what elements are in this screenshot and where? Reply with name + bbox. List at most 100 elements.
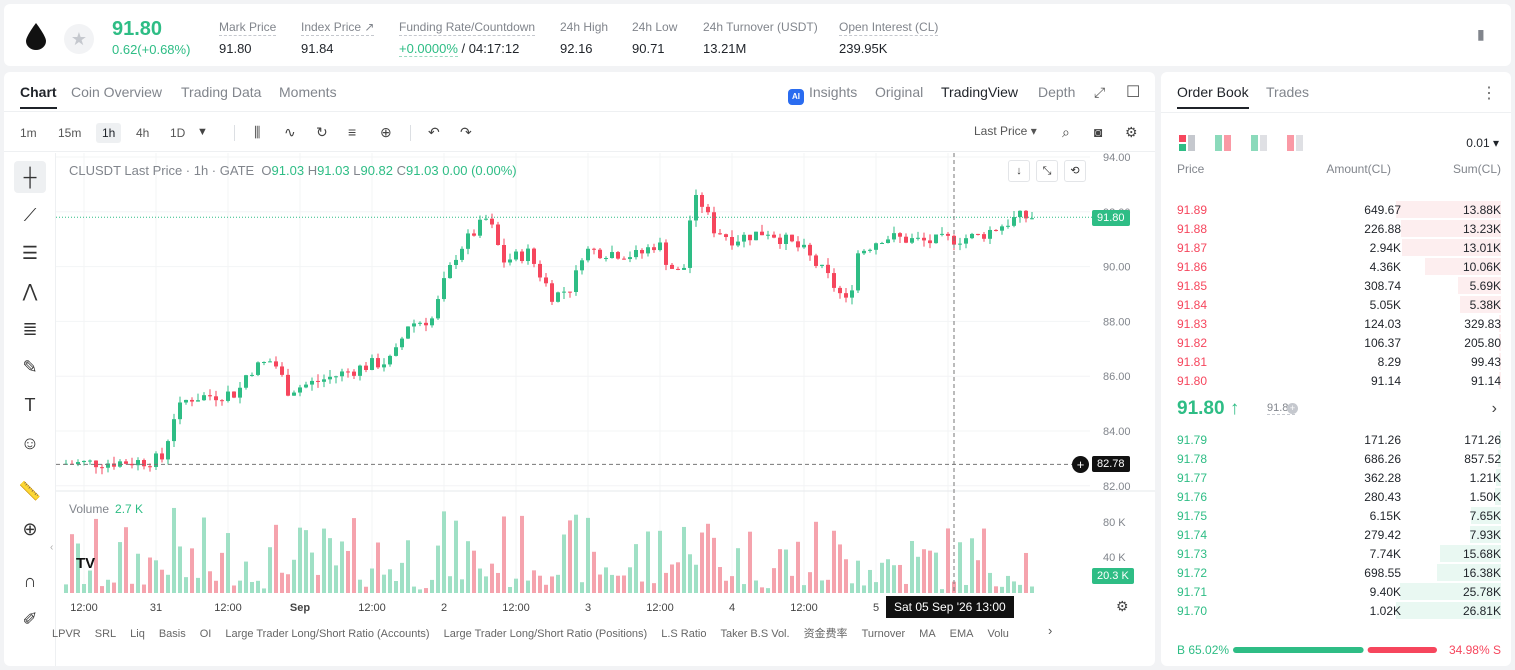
fib-tool-icon[interactable]: ≣ bbox=[22, 319, 38, 339]
book-icon[interactable]: ▮ bbox=[1477, 26, 1485, 42]
search-icon[interactable]: ⌕ bbox=[1062, 124, 1070, 140]
ask-row[interactable]: 91.83 124.03 329.83 bbox=[1161, 314, 1511, 333]
bid-row[interactable]: 91.74 279.42 7.93K bbox=[1161, 525, 1511, 544]
indicator-item[interactable]: EMA bbox=[949, 628, 974, 640]
toolbar-divider bbox=[410, 125, 411, 141]
ask-row[interactable]: 91.85 308.74 5.69K bbox=[1161, 276, 1511, 295]
tab-order-book[interactable]: Order Book bbox=[1177, 84, 1249, 109]
pencil-lock-icon[interactable]: ✐ bbox=[22, 609, 38, 629]
camera-icon[interactable]: ◙ bbox=[1094, 124, 1103, 140]
tab-original[interactable]: Original bbox=[875, 84, 924, 100]
bid-amount: 686.26 bbox=[1364, 452, 1401, 466]
indicator-item[interactable]: 资金费率 bbox=[803, 628, 848, 640]
ruler-tool-icon[interactable]: 📏 bbox=[18, 481, 42, 501]
collapse-icon[interactable]: ⤡ bbox=[1036, 160, 1058, 182]
trendline-tool-icon[interactable]: ⟋ bbox=[23, 205, 37, 225]
indicator-item[interactable]: OI bbox=[199, 628, 212, 640]
candles-icon[interactable]: ⫼ bbox=[254, 124, 261, 140]
indicators-icon[interactable]: ∿ bbox=[284, 124, 296, 140]
tab-coin-overview[interactable]: Coin Overview bbox=[71, 84, 163, 100]
view-bids-icon[interactable] bbox=[1251, 135, 1267, 151]
magnet-tool-icon[interactable]: ∩ bbox=[23, 571, 37, 591]
reset-icon[interactable]: ⟲ bbox=[1064, 160, 1086, 182]
undo-icon[interactable]: ↶ bbox=[428, 124, 440, 140]
bid-row[interactable]: 91.73 7.74K 15.68K bbox=[1161, 544, 1511, 563]
ask-row[interactable]: 91.84 5.05K 5.38K bbox=[1161, 295, 1511, 314]
bid-row[interactable]: 91.77 362.28 1.21K bbox=[1161, 468, 1511, 487]
stat-index-price[interactable]: Index Price ↗ 91.84 bbox=[301, 18, 375, 56]
interval-dropdown-icon[interactable]: ▼ bbox=[197, 126, 208, 138]
collapse-left-icon[interactable]: ‹ bbox=[50, 542, 54, 553]
interval-15m[interactable]: 15m bbox=[58, 126, 82, 140]
indicator-item[interactable]: LPVR bbox=[52, 628, 81, 640]
view-sells-icon[interactable] bbox=[1287, 135, 1303, 151]
interval-1m[interactable]: 1m bbox=[20, 126, 37, 140]
ask-row[interactable]: 91.87 2.94K 13.01K bbox=[1161, 238, 1511, 257]
indicator-item[interactable]: SRL bbox=[94, 628, 117, 640]
template-icon[interactable]: ≡ bbox=[348, 124, 357, 140]
indicator-item[interactable]: Volu bbox=[987, 628, 1009, 640]
indicator-item[interactable]: Large Trader Long/Short Ratio (Accounts) bbox=[225, 628, 430, 640]
add-alert-icon[interactable]: + bbox=[1072, 456, 1089, 473]
indicator-item[interactable]: Basis bbox=[158, 628, 186, 640]
tab-tradingview[interactable]: TradingView bbox=[941, 84, 1019, 100]
precision-select[interactable]: 0.01 ▾ bbox=[1466, 136, 1499, 150]
ask-row[interactable]: 91.89 649.67 13.88K bbox=[1161, 200, 1511, 219]
tab-trading-data[interactable]: Trading Data bbox=[181, 84, 262, 100]
settings-gear-icon[interactable]: ⚙ bbox=[1125, 124, 1138, 140]
bid-row[interactable]: 91.71 9.40K 25.78K bbox=[1161, 582, 1511, 601]
alert-icon[interactable]: ⊕ bbox=[380, 124, 392, 140]
ask-row[interactable]: 91.86 4.36K 10.06K bbox=[1161, 257, 1511, 276]
bid-row[interactable]: 91.75 6.15K 7.65K bbox=[1161, 506, 1511, 525]
text-tool-icon[interactable]: T bbox=[24, 395, 36, 415]
indicator-item[interactable]: Large Trader Long/Short Ratio (Positions… bbox=[443, 628, 648, 640]
favorite-star-icon[interactable]: ★ bbox=[64, 24, 94, 54]
view-both-icon[interactable] bbox=[1179, 135, 1195, 151]
pattern-tool-icon[interactable]: ⋀ bbox=[22, 281, 38, 301]
tab-insights[interactable]: AI Insights bbox=[788, 84, 857, 105]
interval-4h[interactable]: 4h bbox=[136, 126, 150, 140]
interval-1d[interactable]: 1D bbox=[170, 126, 186, 140]
more-options-icon[interactable]: ⋮ bbox=[1481, 85, 1497, 102]
indicator-item[interactable]: Taker B.S Vol. bbox=[720, 628, 790, 640]
crosshair-tool-icon[interactable]: ┼ bbox=[14, 161, 46, 193]
bid-row[interactable]: 91.79 171.26 171.26 bbox=[1161, 430, 1511, 449]
chevron-right-icon[interactable]: › bbox=[1491, 400, 1497, 417]
emoji-tool-icon[interactable]: ☺ bbox=[20, 433, 40, 453]
stat-mark-price[interactable]: Mark Price 91.80 bbox=[219, 18, 277, 56]
bid-row[interactable]: 91.72 698.55 16.38K bbox=[1161, 563, 1511, 582]
stat-open-interest[interactable]: Open Interest (CL) 239.95K bbox=[839, 18, 939, 56]
view-asks-icon[interactable] bbox=[1215, 135, 1231, 151]
price-type-select[interactable]: Last Price ▾ bbox=[974, 124, 1037, 138]
window-icon[interactable]: ☐ bbox=[1126, 84, 1141, 101]
tab-chart[interactable]: Chart bbox=[20, 84, 57, 109]
indicator-scroll-right-icon[interactable]: › bbox=[1048, 623, 1053, 638]
ask-row[interactable]: 91.81 8.29 99.43 bbox=[1161, 352, 1511, 371]
bid-row[interactable]: 91.78 686.26 857.52 bbox=[1161, 449, 1511, 468]
compare-icon[interactable]: ↻ bbox=[316, 124, 328, 140]
bid-row[interactable]: 91.70 1.02K 26.81K bbox=[1161, 601, 1511, 620]
stat-funding-rate[interactable]: Funding Rate/Countdown +0.0000% / 04:17:… bbox=[399, 18, 536, 57]
zoom-tool-icon[interactable]: ⊕ bbox=[22, 519, 38, 539]
ask-row[interactable]: 91.82 106.37 205.80 bbox=[1161, 333, 1511, 352]
candle-body bbox=[466, 233, 470, 249]
interval-1h[interactable]: 1h bbox=[96, 123, 122, 143]
brush-tool-icon[interactable]: ✎ bbox=[22, 357, 38, 377]
chart-settings-icon[interactable]: ⚙ bbox=[1116, 598, 1129, 614]
bid-row[interactable]: 91.76 280.43 1.50K bbox=[1161, 487, 1511, 506]
tab-depth[interactable]: Depth bbox=[1038, 84, 1076, 100]
bid-price: 91.76 bbox=[1177, 490, 1208, 504]
indicator-item[interactable]: L.S Ratio bbox=[661, 628, 707, 640]
ask-row[interactable]: 91.88 226.88 13.23K bbox=[1161, 219, 1511, 238]
ask-row[interactable]: 91.80 91.14 91.14 bbox=[1161, 371, 1511, 390]
expand-icon[interactable]: ⤢ bbox=[1094, 84, 1106, 100]
tab-moments[interactable]: Moments bbox=[279, 84, 337, 100]
indicator-item[interactable]: Liq bbox=[130, 628, 145, 640]
horizontal-lines-tool-icon[interactable]: ☰ bbox=[21, 243, 39, 263]
tab-trades[interactable]: Trades bbox=[1266, 84, 1310, 100]
indicator-item[interactable]: Turnover bbox=[861, 628, 906, 640]
indicator-item[interactable]: MA bbox=[919, 628, 936, 640]
redo-icon[interactable]: ↷ bbox=[460, 124, 472, 140]
scroll-down-icon[interactable]: ↓ bbox=[1008, 160, 1030, 182]
